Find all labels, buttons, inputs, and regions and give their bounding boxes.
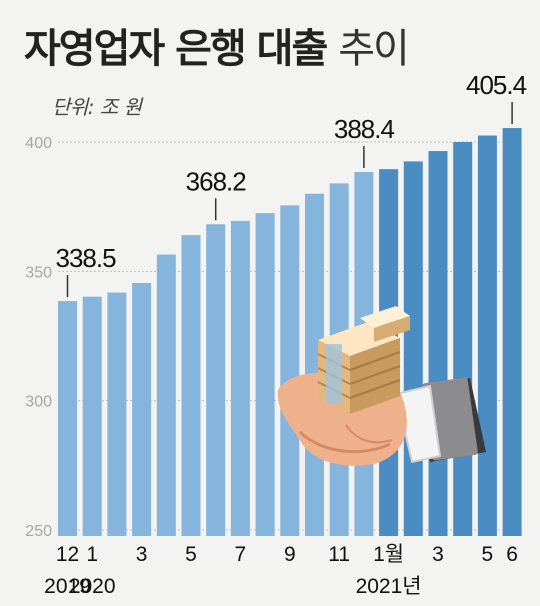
bar: [107, 292, 127, 536]
y-tick-label: 350: [25, 264, 52, 281]
year-label: 2021년: [356, 575, 422, 598]
x-tick-label: 12: [56, 543, 79, 566]
value-label: 338.5: [56, 243, 117, 273]
bar: [132, 282, 152, 536]
x-tick-label: 7: [235, 543, 247, 566]
value-label: 388.4: [334, 114, 395, 144]
y-tick-label: 300: [25, 394, 52, 411]
grid-lines: 250 300 350 400: [25, 135, 520, 540]
chart-title: 자영업자 은행 대출 추이: [24, 26, 410, 72]
x-tick-label: 3: [136, 543, 148, 566]
unit-label: 단위: 조 원: [52, 95, 142, 119]
x-tick-label: 11: [328, 543, 350, 566]
bar: [58, 301, 77, 536]
bar: [255, 213, 275, 536]
year-label: 2020: [69, 575, 116, 598]
title-light: 추이: [338, 26, 410, 72]
bar: [156, 254, 176, 536]
x-tick-label: 5: [185, 543, 197, 566]
bar: [181, 235, 201, 536]
year-label: 2019: [44, 575, 91, 598]
value-label: 405.4: [466, 70, 527, 100]
bar: [82, 296, 102, 536]
bar: [428, 151, 448, 536]
y-tick-label: 250: [25, 523, 52, 540]
bar: [280, 205, 300, 536]
bar: [477, 135, 497, 537]
x-tick-label: 5: [482, 543, 494, 566]
x-tick-label: 3: [432, 543, 444, 566]
x-tick-label: 1월: [373, 543, 404, 566]
bar: [230, 220, 250, 537]
x-tick-label: 9: [284, 543, 296, 566]
value-label: 368.2: [186, 166, 247, 196]
title-main: 자영업자 은행 대출: [24, 26, 328, 72]
bars: [58, 128, 522, 537]
x-tick-label: 1: [86, 543, 98, 566]
y-tick-label: 400: [25, 135, 52, 152]
bar: [502, 128, 522, 537]
hand-holding-money-icon: [277, 306, 486, 466]
bar: [403, 161, 423, 536]
bar: [453, 142, 473, 536]
bar: [206, 224, 226, 537]
x-tick-label: 6: [506, 543, 518, 566]
